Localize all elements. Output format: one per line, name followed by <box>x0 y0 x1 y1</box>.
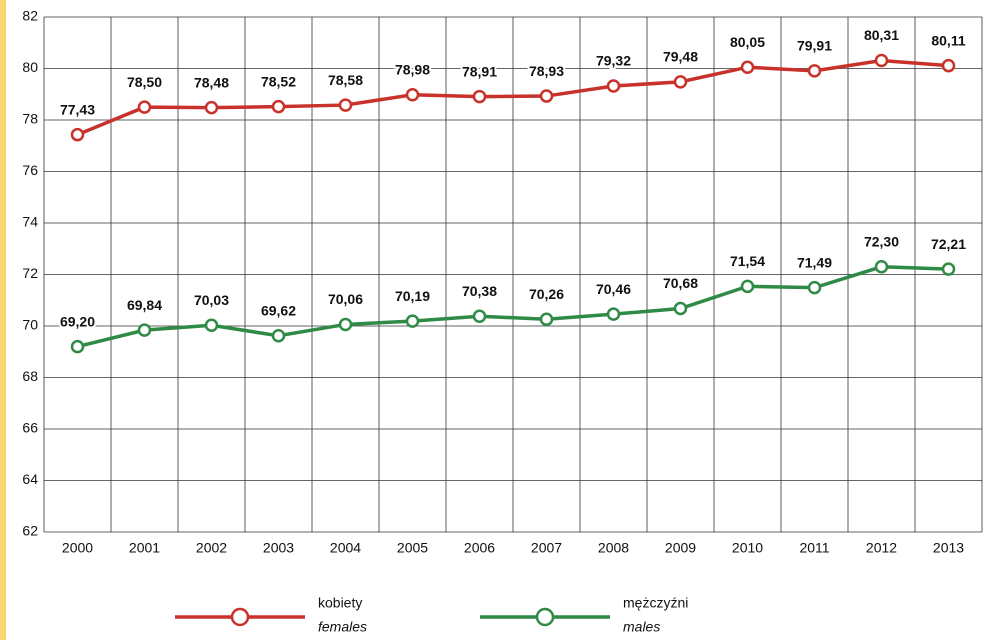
point <box>338 98 353 112</box>
point <box>539 89 554 103</box>
point <box>204 318 219 332</box>
point <box>807 280 822 295</box>
legend-label-en: females <box>318 619 367 635</box>
value-label: 78,98 <box>395 61 430 77</box>
legend-label: kobiety <box>318 595 362 611</box>
y-tick-label: 78 <box>22 111 38 127</box>
point <box>606 307 621 321</box>
x-tick-label: 2001 <box>129 540 160 556</box>
value-label: 78,52 <box>261 73 296 89</box>
point <box>271 329 286 343</box>
x-tick-label: 2007 <box>531 540 562 556</box>
point <box>405 314 420 328</box>
value-label: 70,19 <box>395 288 430 304</box>
value-label: 77,43 <box>60 101 95 117</box>
point <box>70 339 85 354</box>
value-label: 70,26 <box>529 286 564 302</box>
legend-marker <box>535 607 555 627</box>
y-tick-label: 70 <box>22 317 38 333</box>
value-label: 72,30 <box>864 233 899 249</box>
value-label: 79,91 <box>797 38 832 54</box>
x-tick-label: 2013 <box>933 540 964 556</box>
value-label: 80,31 <box>864 27 899 43</box>
point <box>606 79 621 93</box>
value-label: 78,91 <box>462 63 497 79</box>
point <box>673 75 688 89</box>
y-tick-label: 72 <box>22 265 38 281</box>
point <box>204 100 219 115</box>
value-label: 78,58 <box>328 72 363 88</box>
y-tick-label: 76 <box>22 162 38 178</box>
series-line <box>76 58 949 137</box>
value-label: 71,54 <box>730 253 765 269</box>
series-line <box>77 265 949 349</box>
value-label: 79,32 <box>596 53 631 69</box>
x-tick-label: 2005 <box>397 540 428 556</box>
legend-label-en: males <box>623 619 660 635</box>
y-tick-label: 66 <box>22 420 38 436</box>
point <box>271 99 286 114</box>
y-tick-label: 68 <box>22 368 38 384</box>
point <box>70 127 85 142</box>
point <box>807 64 822 78</box>
y-tick-label: 80 <box>22 59 38 75</box>
y-tick-label: 62 <box>22 523 38 539</box>
x-tick-label: 2011 <box>799 540 829 556</box>
value-label: 69,84 <box>127 297 162 313</box>
point <box>740 60 755 74</box>
point <box>472 309 487 323</box>
y-tick-label: 74 <box>22 214 38 230</box>
value-label: 80,05 <box>730 34 765 50</box>
point <box>472 89 487 104</box>
side-strip <box>0 0 6 640</box>
point <box>673 301 688 316</box>
point <box>874 260 889 274</box>
value-label: 70,46 <box>596 281 631 297</box>
x-tick-label: 2006 <box>464 540 495 556</box>
value-label: 79,48 <box>663 49 698 65</box>
legend-label: mężczyźni <box>623 595 688 611</box>
x-tick-label: 2003 <box>263 540 294 556</box>
value-label: 72,21 <box>931 236 966 252</box>
y-tick-label: 82 <box>22 8 38 24</box>
value-label: 78,50 <box>127 74 162 90</box>
value-label: 69,20 <box>60 313 95 329</box>
x-tick-label: 2004 <box>330 540 361 556</box>
point <box>941 262 956 276</box>
y-tick-label: 64 <box>22 471 38 487</box>
value-label: 69,62 <box>261 302 296 318</box>
x-tick-label: 2012 <box>866 540 897 556</box>
point <box>941 58 956 73</box>
x-tick-label: 2008 <box>598 540 629 556</box>
x-tick-label: 2002 <box>196 540 227 556</box>
point <box>137 323 152 337</box>
point <box>137 100 152 114</box>
point <box>740 279 755 294</box>
point <box>405 88 420 102</box>
x-tick-label: 2000 <box>62 540 93 556</box>
point <box>874 53 889 68</box>
x-tick-label: 2009 <box>665 540 696 556</box>
x-tick-label: 2010 <box>732 540 763 556</box>
point <box>338 317 353 332</box>
value-label: 70,06 <box>328 291 363 307</box>
point <box>539 312 554 327</box>
value-label: 71,49 <box>797 254 832 270</box>
value-label: 70,68 <box>663 275 698 291</box>
value-label: 70,03 <box>194 292 229 308</box>
value-label: 78,93 <box>529 63 564 79</box>
legend-marker <box>230 607 250 627</box>
value-label: 70,38 <box>462 283 497 299</box>
value-label: 78,48 <box>194 74 229 90</box>
value-label: 80,11 <box>931 32 965 48</box>
